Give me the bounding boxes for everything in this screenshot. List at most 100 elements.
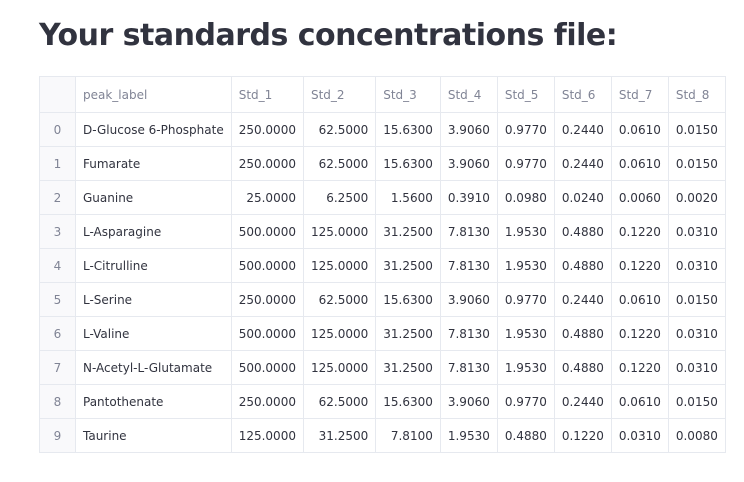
concentration-cell[interactable]: 0.0240 (553, 180, 612, 215)
concentration-cell[interactable]: 125.0000 (302, 214, 377, 249)
concentration-cell[interactable]: 0.3910 (439, 180, 498, 215)
concentration-cell[interactable]: 250.0000 (230, 282, 304, 317)
concentration-cell[interactable]: 31.2500 (375, 214, 441, 249)
peak-label-cell[interactable]: Fumarate (75, 146, 232, 181)
concentration-cell[interactable]: 0.4880 (496, 418, 555, 453)
peak-label-cell[interactable]: L-Asparagine (75, 214, 232, 249)
column-header-peak-label[interactable]: peak_label (75, 76, 232, 113)
concentration-cell[interactable]: 62.5000 (302, 384, 377, 419)
peak-label-cell[interactable]: Guanine (75, 180, 232, 215)
concentration-cell[interactable]: 62.5000 (302, 146, 377, 181)
column-header-std-3[interactable]: Std_3 (375, 76, 441, 113)
standards-table[interactable]: peak_label Std_1 Std_2 Std_3 Std_4 Std_5 Std_6… (39, 76, 726, 453)
concentration-cell[interactable]: 125.0000 (302, 248, 377, 283)
concentration-cell[interactable]: 250.0000 (230, 384, 304, 419)
concentration-cell[interactable]: 1.5600 (375, 180, 441, 215)
concentration-cell[interactable]: 25.0000 (230, 180, 304, 215)
concentration-cell[interactable]: 0.0150 (667, 384, 726, 419)
concentration-cell[interactable]: 7.8130 (439, 350, 498, 385)
concentration-cell[interactable]: 0.0610 (610, 146, 669, 181)
concentration-cell[interactable]: 31.2500 (302, 418, 377, 453)
concentration-cell[interactable]: 7.8130 (439, 248, 498, 283)
concentration-cell[interactable]: 250.0000 (230, 146, 304, 181)
concentration-cell[interactable]: 1.9530 (439, 418, 498, 453)
concentration-cell[interactable]: 0.1220 (553, 418, 612, 453)
concentration-cell[interactable]: 31.2500 (375, 316, 441, 351)
concentration-cell[interactable]: 0.0150 (667, 112, 726, 147)
concentration-cell[interactable]: 0.0150 (667, 282, 726, 317)
concentration-cell[interactable]: 1.9530 (496, 350, 555, 385)
concentration-cell[interactable]: 0.2440 (553, 146, 612, 181)
peak-label-cell[interactable]: D-Glucose 6-Phosphate (75, 112, 232, 147)
concentration-cell[interactable]: 0.1220 (610, 350, 669, 385)
column-header-std-6[interactable]: Std_6 (553, 76, 612, 113)
concentration-cell[interactable]: 125.0000 (230, 418, 304, 453)
concentration-cell[interactable]: 0.4880 (553, 316, 612, 351)
concentration-cell[interactable]: 7.8130 (439, 316, 498, 351)
concentration-cell[interactable]: 15.6300 (375, 282, 441, 317)
concentration-cell[interactable]: 250.0000 (230, 112, 304, 147)
peak-label-cell[interactable]: L-Valine (75, 316, 232, 351)
concentration-cell[interactable]: 125.0000 (302, 350, 377, 385)
concentration-cell[interactable]: 0.0310 (667, 316, 726, 351)
peak-label-cell[interactable]: L-Serine (75, 282, 232, 317)
concentration-cell[interactable]: 1.9530 (496, 214, 555, 249)
concentration-cell[interactable]: 31.2500 (375, 350, 441, 385)
concentration-cell[interactable]: 500.0000 (230, 248, 304, 283)
concentration-cell[interactable]: 500.0000 (230, 214, 304, 249)
concentration-cell[interactable]: 7.8100 (375, 418, 441, 453)
concentration-cell[interactable]: 0.1220 (610, 248, 669, 283)
concentration-cell[interactable]: 0.1220 (610, 316, 669, 351)
concentration-cell[interactable]: 15.6300 (375, 112, 441, 147)
concentration-cell[interactable]: 15.6300 (375, 384, 441, 419)
concentration-cell[interactable]: 0.0150 (667, 146, 726, 181)
concentration-cell[interactable]: 7.8130 (439, 214, 498, 249)
concentration-cell[interactable]: 0.4880 (553, 350, 612, 385)
concentration-cell[interactable]: 125.0000 (302, 316, 377, 351)
column-header-std-4[interactable]: Std_4 (439, 76, 498, 113)
peak-label-cell[interactable]: Taurine (75, 418, 232, 453)
concentration-cell[interactable]: 0.0310 (610, 418, 669, 453)
concentration-cell[interactable]: 1.9530 (496, 248, 555, 283)
concentration-cell[interactable]: 0.0610 (610, 282, 669, 317)
concentration-cell[interactable]: 0.2440 (553, 282, 612, 317)
concentration-cell[interactable]: 3.9060 (439, 146, 498, 181)
concentration-cell[interactable]: 0.9770 (496, 112, 555, 147)
column-header-std-5[interactable]: Std_5 (496, 76, 555, 113)
peak-label-cell[interactable]: N-Acetyl-L-Glutamate (75, 350, 232, 385)
concentration-cell[interactable]: 62.5000 (302, 282, 377, 317)
concentration-cell[interactable]: 0.9770 (496, 384, 555, 419)
concentration-cell[interactable]: 3.9060 (439, 282, 498, 317)
concentration-cell[interactable]: 0.0310 (667, 214, 726, 249)
column-header-std-2[interactable]: Std_2 (302, 76, 377, 113)
dataframe[interactable]: peak_label Std_1 Std_2 Std_3 Std_4 Std_5 Std_6… (39, 76, 726, 453)
concentration-cell[interactable]: 62.5000 (302, 112, 377, 147)
concentration-cell[interactable]: 3.9060 (439, 384, 498, 419)
concentration-cell[interactable]: 0.4880 (553, 248, 612, 283)
column-header-std-7[interactable]: Std_7 (610, 76, 669, 113)
concentration-cell[interactable]: 500.0000 (230, 350, 304, 385)
concentration-cell[interactable]: 3.9060 (439, 112, 498, 147)
concentration-cell[interactable]: 0.0020 (667, 180, 726, 215)
concentration-cell[interactable]: 15.6300 (375, 146, 441, 181)
concentration-cell[interactable]: 0.2440 (553, 112, 612, 147)
concentration-cell[interactable]: 31.2500 (375, 248, 441, 283)
concentration-cell[interactable]: 0.0080 (667, 418, 726, 453)
concentration-cell[interactable]: 0.0610 (610, 384, 669, 419)
concentration-cell[interactable]: 500.0000 (230, 316, 304, 351)
peak-label-cell[interactable]: Pantothenate (75, 384, 232, 419)
concentration-cell[interactable]: 0.0310 (667, 350, 726, 385)
column-header-std-1[interactable]: Std_1 (230, 76, 304, 113)
concentration-cell[interactable]: 0.9770 (496, 282, 555, 317)
concentration-cell[interactable]: 0.0980 (496, 180, 555, 215)
concentration-cell[interactable]: 0.0610 (610, 112, 669, 147)
concentration-cell[interactable]: 6.2500 (302, 180, 377, 215)
concentration-cell[interactable]: 0.2440 (553, 384, 612, 419)
concentration-cell[interactable]: 1.9530 (496, 316, 555, 351)
column-header-std-8[interactable]: Std_8 (667, 76, 726, 113)
concentration-cell[interactable]: 0.0310 (667, 248, 726, 283)
concentration-cell[interactable]: 0.0060 (610, 180, 669, 215)
concentration-cell[interactable]: 0.1220 (610, 214, 669, 249)
peak-label-cell[interactable]: L-Citrulline (75, 248, 232, 283)
concentration-cell[interactable]: 0.9770 (496, 146, 555, 181)
